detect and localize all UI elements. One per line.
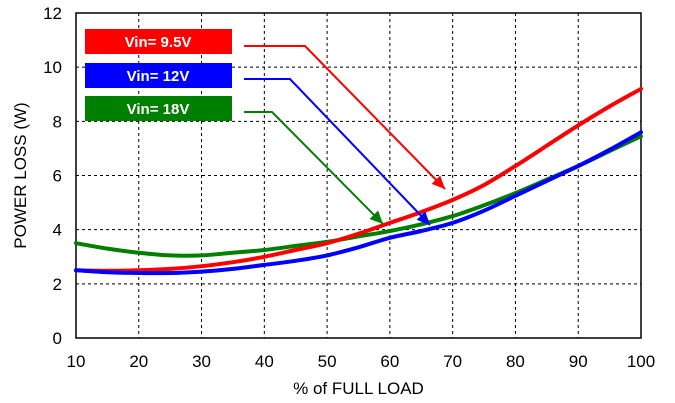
grid	[76, 13, 641, 338]
x-tick-label: 60	[380, 352, 399, 371]
plot-frame	[75, 12, 642, 339]
y-tick-label: 10	[43, 58, 62, 77]
legend-label: Vin= 18V	[127, 101, 190, 118]
series-line-vin-9-5v	[74, 86, 643, 273]
y-tick-label: 8	[53, 112, 62, 131]
x-tick-label: 100	[627, 352, 655, 371]
legend-label: Vin= 9.5V	[125, 34, 192, 51]
y-tick-labels: 0 2 4 6 8 10 12	[43, 4, 62, 348]
x-tick-label: 30	[192, 352, 211, 371]
x-tick-label: 40	[255, 352, 274, 371]
y-tick-label: 2	[53, 275, 62, 294]
series-line-vin-12v	[74, 130, 643, 276]
x-tick-label: 20	[129, 352, 148, 371]
x-axis-title: % of FULL LOAD	[293, 379, 424, 398]
y-tick-label: 4	[53, 221, 62, 240]
x-tick-label: 80	[506, 352, 525, 371]
legend-item-vin-12v: Vin= 12V	[85, 63, 431, 226]
series-lines	[74, 86, 643, 276]
legend-arrow	[244, 45, 446, 190]
y-tick-label: 0	[53, 329, 62, 348]
arrowhead-icon	[431, 175, 445, 189]
legend: Vin= 9.5V Vin= 12V Vin= 18V	[85, 29, 446, 226]
legend-arrow	[244, 78, 431, 226]
y-tick-label: 12	[43, 4, 62, 23]
arrowhead-icon	[416, 211, 430, 225]
legend-swatch	[85, 63, 232, 88]
legend-label: Vin= 12V	[127, 68, 190, 85]
x-tick-label: 10	[67, 352, 86, 371]
y-tick-label: 6	[53, 167, 62, 186]
x-tick-label: 50	[318, 352, 337, 371]
series-line-vin-18v	[74, 134, 643, 258]
legend-swatch	[85, 29, 232, 54]
x-tick-labels: 10 20 30 40 50 60 70 80 90 100	[67, 352, 656, 371]
x-tick-label: 70	[443, 352, 462, 371]
legend-item-vin-9-5v: Vin= 9.5V	[85, 29, 446, 190]
x-tick-label: 90	[569, 352, 588, 371]
legend-arrow	[244, 111, 384, 225]
y-axis-title: POWER LOSS (W)	[11, 102, 30, 248]
arrowhead-icon	[369, 210, 383, 224]
legend-swatch	[85, 96, 232, 121]
legend-item-vin-18v: Vin= 18V	[85, 96, 384, 225]
